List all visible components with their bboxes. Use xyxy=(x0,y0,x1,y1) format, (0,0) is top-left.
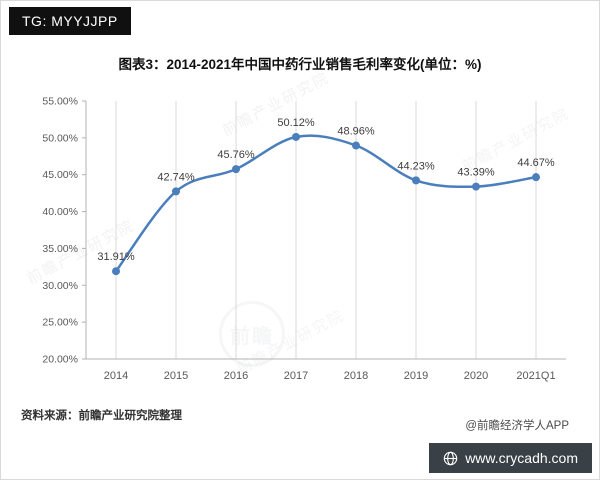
svg-text:2019: 2019 xyxy=(404,370,428,382)
svg-text:50.00%: 50.00% xyxy=(42,132,78,144)
svg-text:44.67%: 44.67% xyxy=(517,157,555,169)
svg-text:50.12%: 50.12% xyxy=(277,117,315,129)
svg-text:55.00%: 55.00% xyxy=(42,96,78,108)
svg-text:2014: 2014 xyxy=(104,370,128,382)
site-badge-label: www.crycadh.com xyxy=(465,450,578,466)
svg-text:2018: 2018 xyxy=(344,370,368,382)
svg-text:2015: 2015 xyxy=(164,370,188,382)
svg-text:48.96%: 48.96% xyxy=(337,126,375,138)
site-badge: www.crycadh.com xyxy=(429,443,592,473)
line-chart: 20.00% 25.00% 30.00% 35.00% 40.00% 45.00% 50.0… xyxy=(26,89,578,391)
svg-text:31.91%: 31.91% xyxy=(97,251,135,263)
svg-text:20.00%: 20.00% xyxy=(42,354,78,366)
tag-badge: TG: MYYJJPP xyxy=(9,7,131,35)
svg-text:2021Q1: 2021Q1 xyxy=(516,370,555,382)
svg-text:45.76%: 45.76% xyxy=(217,149,255,161)
globe-icon xyxy=(443,451,458,466)
credit-note: @前瞻经济学人APP xyxy=(465,420,569,432)
svg-text:44.23%: 44.23% xyxy=(397,160,435,172)
svg-text:2016: 2016 xyxy=(224,370,248,382)
chart-canvas: 20.00% 25.00% 30.00% 35.00% 40.00% 45.00% 50.0… xyxy=(42,96,566,382)
svg-text:35.00%: 35.00% xyxy=(42,243,78,255)
svg-text:30.00%: 30.00% xyxy=(42,280,78,292)
chart-title: 图表3：2014-2021年中国中药行业销售毛利率变化(单位：%) xyxy=(118,57,482,72)
svg-text:45.00%: 45.00% xyxy=(42,169,78,181)
svg-text:25.00%: 25.00% xyxy=(42,317,78,329)
svg-text:43.39%: 43.39% xyxy=(457,167,495,179)
svg-text:42.74%: 42.74% xyxy=(157,171,195,183)
svg-text:2020: 2020 xyxy=(464,370,488,382)
source-note: 资料来源：前瞻产业研究院整理 xyxy=(21,410,182,422)
svg-text:2017: 2017 xyxy=(284,370,308,382)
svg-text:40.00%: 40.00% xyxy=(42,206,78,218)
